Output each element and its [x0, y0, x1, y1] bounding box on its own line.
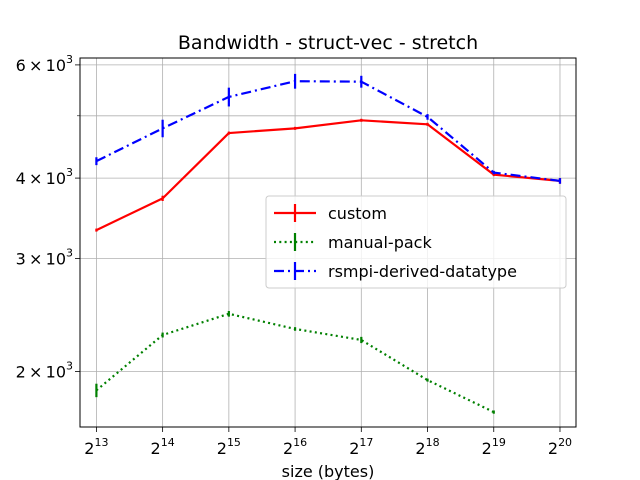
y-tick-exponent: 3	[66, 166, 73, 179]
y-tick-label: 4 × 103	[16, 166, 73, 188]
x-tick-exponent: 15	[227, 436, 241, 449]
x-tick-exponent: 17	[359, 436, 373, 449]
x-tick-label: 218	[415, 436, 439, 458]
x-tick-exponent: 19	[492, 436, 506, 449]
x-tick-label: 215	[217, 436, 241, 458]
y-tick-exponent: 3	[66, 246, 73, 259]
x-tick-base: 2	[283, 439, 293, 458]
legend-label-manual-pack: manual-pack	[328, 233, 432, 252]
x-tick-exponent: 18	[426, 436, 440, 449]
legend: custom manual-pack rsmpi-derived-datatype	[265, 195, 567, 289]
x-tick-base: 2	[415, 439, 425, 458]
series-rsmpi-derived-datatype	[95, 73, 562, 184]
y-tick-label: 6 × 103	[16, 53, 73, 75]
x-tick-base: 2	[84, 439, 94, 458]
x-tick-exponent: 14	[161, 436, 175, 449]
x-tick-label: 220	[548, 436, 572, 458]
y-tick-mantissa: 4 × 10	[16, 169, 66, 188]
x-tick-label: 214	[151, 436, 175, 458]
x-tick-exponent: 16	[293, 436, 307, 449]
y-tick-mantissa: 2 × 10	[16, 363, 66, 382]
legend-box	[265, 195, 567, 289]
series-line-custom	[95, 119, 561, 232]
x-tick-base: 2	[217, 439, 227, 458]
x-tick-exponent: 20	[558, 436, 572, 449]
series-manual-pack	[95, 310, 495, 414]
x-tick-base: 2	[482, 439, 492, 458]
x-tick-label: 219	[482, 436, 506, 458]
x-tick-base: 2	[349, 439, 359, 458]
x-tick-label: 217	[349, 436, 373, 458]
y-tick-mantissa: 6 × 10	[16, 56, 66, 75]
x-tick-base: 2	[151, 439, 161, 458]
series-line-rsmpi-derived-datatype	[95, 80, 561, 182]
x-axis-label: size (bytes)	[282, 462, 375, 480]
plot-frame	[79, 57, 577, 428]
y-tick-exponent: 3	[66, 360, 73, 373]
y-tick-label: 2 × 103	[16, 360, 73, 382]
x-tick-exponent: 13	[94, 436, 108, 449]
x-axis-ticks: 213 214 215 216 217 218 219 220	[84, 427, 572, 458]
legend-label-custom: custom	[328, 204, 387, 223]
legend-label-rsmpi-derived-datatype: rsmpi-derived-datatype	[328, 262, 517, 281]
y-tick-mantissa: 3 × 10	[16, 249, 66, 268]
x-tick-label: 216	[283, 436, 307, 458]
x-tick-base: 2	[548, 439, 558, 458]
y-tick-label: 3 × 103	[16, 246, 73, 268]
x-tick-label: 213	[84, 436, 108, 458]
y-tick-exponent: 3	[66, 53, 73, 66]
series-group	[95, 73, 562, 414]
chart-title: Bandwidth - struct-vec - stretch	[178, 32, 478, 54]
